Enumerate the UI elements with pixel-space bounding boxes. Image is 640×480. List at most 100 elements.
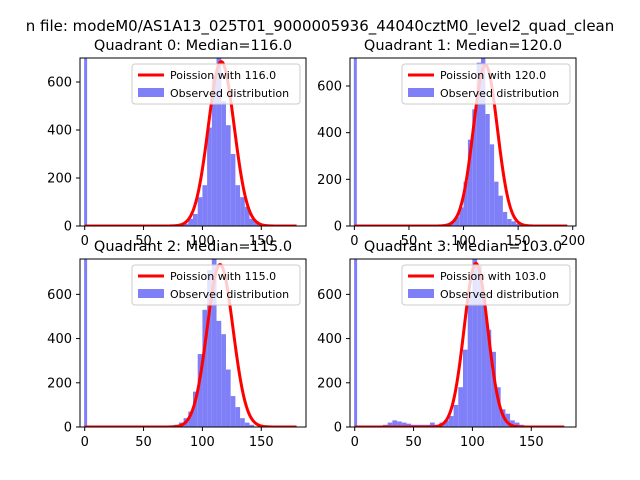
legend-hist-swatch: [138, 289, 164, 298]
hist-bar: [244, 206, 250, 226]
legend: Poission with 116.0 Observed distribution: [131, 63, 301, 105]
hist-bar-zero: [353, 58, 357, 226]
x-tick-label: 100: [190, 234, 215, 249]
hist-bar: [193, 214, 198, 226]
hist-bar: [489, 144, 495, 226]
legend-box: [401, 63, 571, 105]
y-tick-label: 400: [317, 332, 342, 347]
y-tick-label: 0: [64, 220, 72, 235]
x-tick-label: 0: [81, 435, 89, 450]
hist-bar: [197, 354, 203, 427]
y-tick-label: 0: [64, 421, 72, 436]
hist-bar: [430, 422, 435, 427]
hist-bar-zero: [354, 259, 358, 427]
hist-bar: [188, 411, 193, 427]
hist-bar: [230, 154, 236, 226]
y-tick-label: 0: [334, 220, 342, 235]
hist-bar: [216, 58, 222, 226]
legend-box: [131, 63, 301, 105]
panel-quadrant-1: 0 50 100 150 200 0 200 400 600 Quadrant 1: Median…: [317, 38, 585, 249]
hist-bar: [477, 265, 482, 427]
hist-bar: [454, 216, 460, 226]
hist-bar-zero: [84, 259, 88, 427]
hist-bar: [197, 197, 203, 226]
hist-bar: [448, 415, 454, 427]
hist-bar: [406, 423, 412, 427]
y-tick-label: 200: [317, 376, 342, 391]
hist-bar: [401, 422, 407, 427]
axes-frame: [349, 258, 577, 428]
x-tick-label: 0: [81, 234, 89, 249]
hist-bar: [211, 77, 217, 226]
hist-bar: [230, 396, 236, 427]
hist-bar: [207, 270, 212, 427]
legend-hist-swatch: [408, 88, 434, 97]
figure-suptitle: n file: modeM0/AS1A13_025T01_9000005936_…: [26, 17, 615, 36]
axes-frame: [349, 57, 577, 227]
hist-bar: [498, 195, 503, 226]
x-tick-label: 0: [351, 435, 359, 450]
legend: Poission with 103.0 Observed distribution: [401, 264, 571, 306]
hist-bar: [249, 424, 255, 427]
y-tick-label: 200: [47, 172, 72, 187]
legend-fit-label: Poission with 103.0: [440, 270, 546, 283]
y-tick-label: 200: [317, 173, 342, 188]
plot-area: [83, 58, 298, 226]
hist-bar: [505, 413, 511, 427]
hist-bar: [235, 185, 241, 226]
hist-bar: [510, 420, 515, 427]
x-tick-label: 50: [401, 234, 418, 249]
hist-bar: [202, 185, 208, 226]
hist-bar: [202, 309, 208, 427]
axes-frame: [79, 258, 307, 428]
hist-bar: [458, 387, 463, 427]
hist-bar: [235, 407, 241, 427]
legend-hist-label: Observed distribution: [440, 87, 559, 100]
hist-bar: [249, 218, 255, 226]
hist-bar: [485, 114, 490, 226]
hist-bar: [207, 127, 212, 226]
hist-bar: [225, 369, 231, 427]
hist-bar: [221, 101, 226, 226]
hist-bar: [472, 109, 477, 226]
hist-bar: [476, 62, 482, 226]
x-tick-label: 200: [560, 234, 585, 249]
x-tick-label: 150: [249, 435, 274, 450]
y-tick-label: 400: [47, 332, 72, 347]
hist-bar: [463, 349, 468, 427]
x-tick-label: 150: [249, 234, 274, 249]
hist-bar: [491, 351, 496, 427]
x-tick-label: 50: [135, 234, 152, 249]
hist-bar: [392, 420, 398, 427]
legend-fit-label: Poission with 116.0: [170, 69, 276, 82]
legend: Poission with 115.0 Observed distribution: [131, 264, 301, 306]
panel-quadrant-0: 0 50 100 150 0 200 400 600 Quadrant 0: Median=11…: [47, 38, 307, 249]
legend-fit-label: Poission with 120.0: [440, 69, 546, 82]
plot-area: [83, 259, 298, 427]
hist-bar: [240, 418, 245, 427]
y-tick-label: 0: [334, 421, 342, 436]
legend-hist-swatch: [408, 289, 434, 298]
x-tick-label: 0: [350, 234, 358, 249]
hist-bar: [453, 404, 459, 427]
panel-quadrant-2: 0 50 100 150 0 200 400 600 Quadrant 2: Median=11…: [47, 239, 307, 450]
legend: Poission with 120.0 Observed distribution: [401, 63, 571, 105]
legend-fit-label: Poission with 115.0: [170, 270, 276, 283]
hist-bar: [514, 422, 520, 427]
hist-bar: [211, 259, 217, 427]
hist-bar: [225, 125, 231, 226]
poisson-fit-line: [83, 263, 298, 427]
hist-bar: [481, 58, 486, 226]
hist-bar-zero: [84, 58, 88, 226]
hist-bar: [193, 391, 198, 427]
y-tick-label: 600: [317, 288, 342, 303]
y-tick-label: 200: [47, 376, 72, 391]
axes-frame: [79, 57, 307, 227]
hist-bar: [444, 420, 449, 427]
hist-bar: [397, 421, 402, 427]
x-tick-label: 100: [190, 435, 215, 450]
hist-bar: [481, 294, 487, 427]
y-tick-label: 600: [317, 80, 342, 95]
y-tick-label: 400: [47, 124, 72, 139]
